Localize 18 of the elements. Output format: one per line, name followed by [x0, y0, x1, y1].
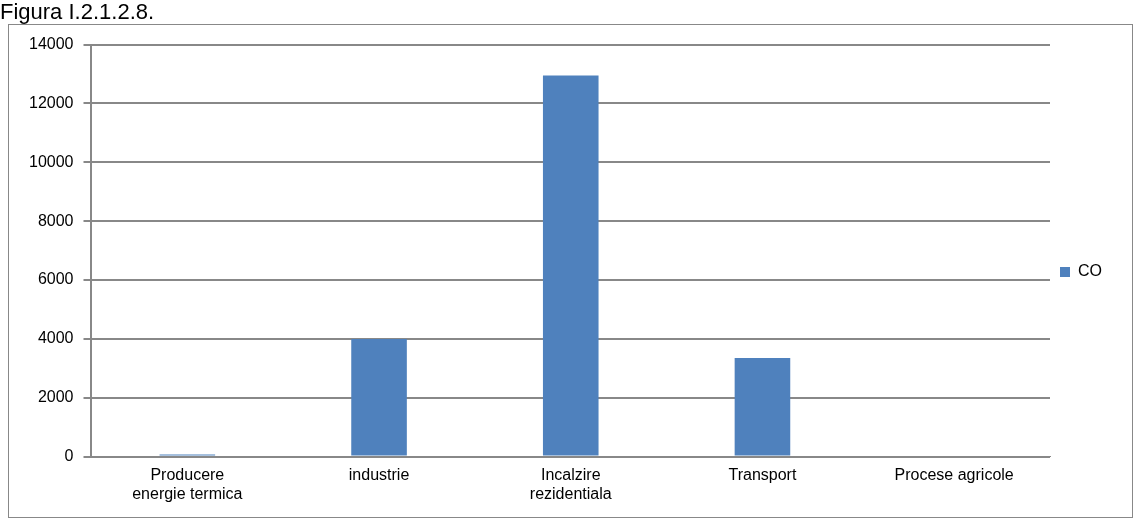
x-tick-label: Producere energie termica	[132, 465, 243, 502]
y-tick-label: 8000	[37, 211, 74, 229]
legend-label: CO	[1078, 262, 1102, 280]
y-tick-label: 4000	[37, 329, 74, 347]
y-tick-label: 6000	[37, 270, 74, 288]
y-tick-label: 10000	[28, 152, 74, 170]
y-tick-label: 0	[64, 447, 74, 465]
bar	[734, 358, 791, 456]
y-tick-label: 12000	[28, 93, 74, 111]
y-tick-label: 2000	[37, 388, 74, 406]
bar	[351, 338, 407, 456]
y-tick-label: 14000	[28, 35, 74, 53]
x-tick-label: Incalzire rezidentiala	[529, 465, 612, 502]
chart-title: Figura I.2.1.2.8.	[0, 0, 155, 24]
x-tick-label: Transport	[728, 465, 797, 483]
x-tick-label: Procese agricole	[894, 465, 1014, 483]
x-tick-label: industrie	[348, 465, 410, 483]
bar	[542, 75, 599, 456]
